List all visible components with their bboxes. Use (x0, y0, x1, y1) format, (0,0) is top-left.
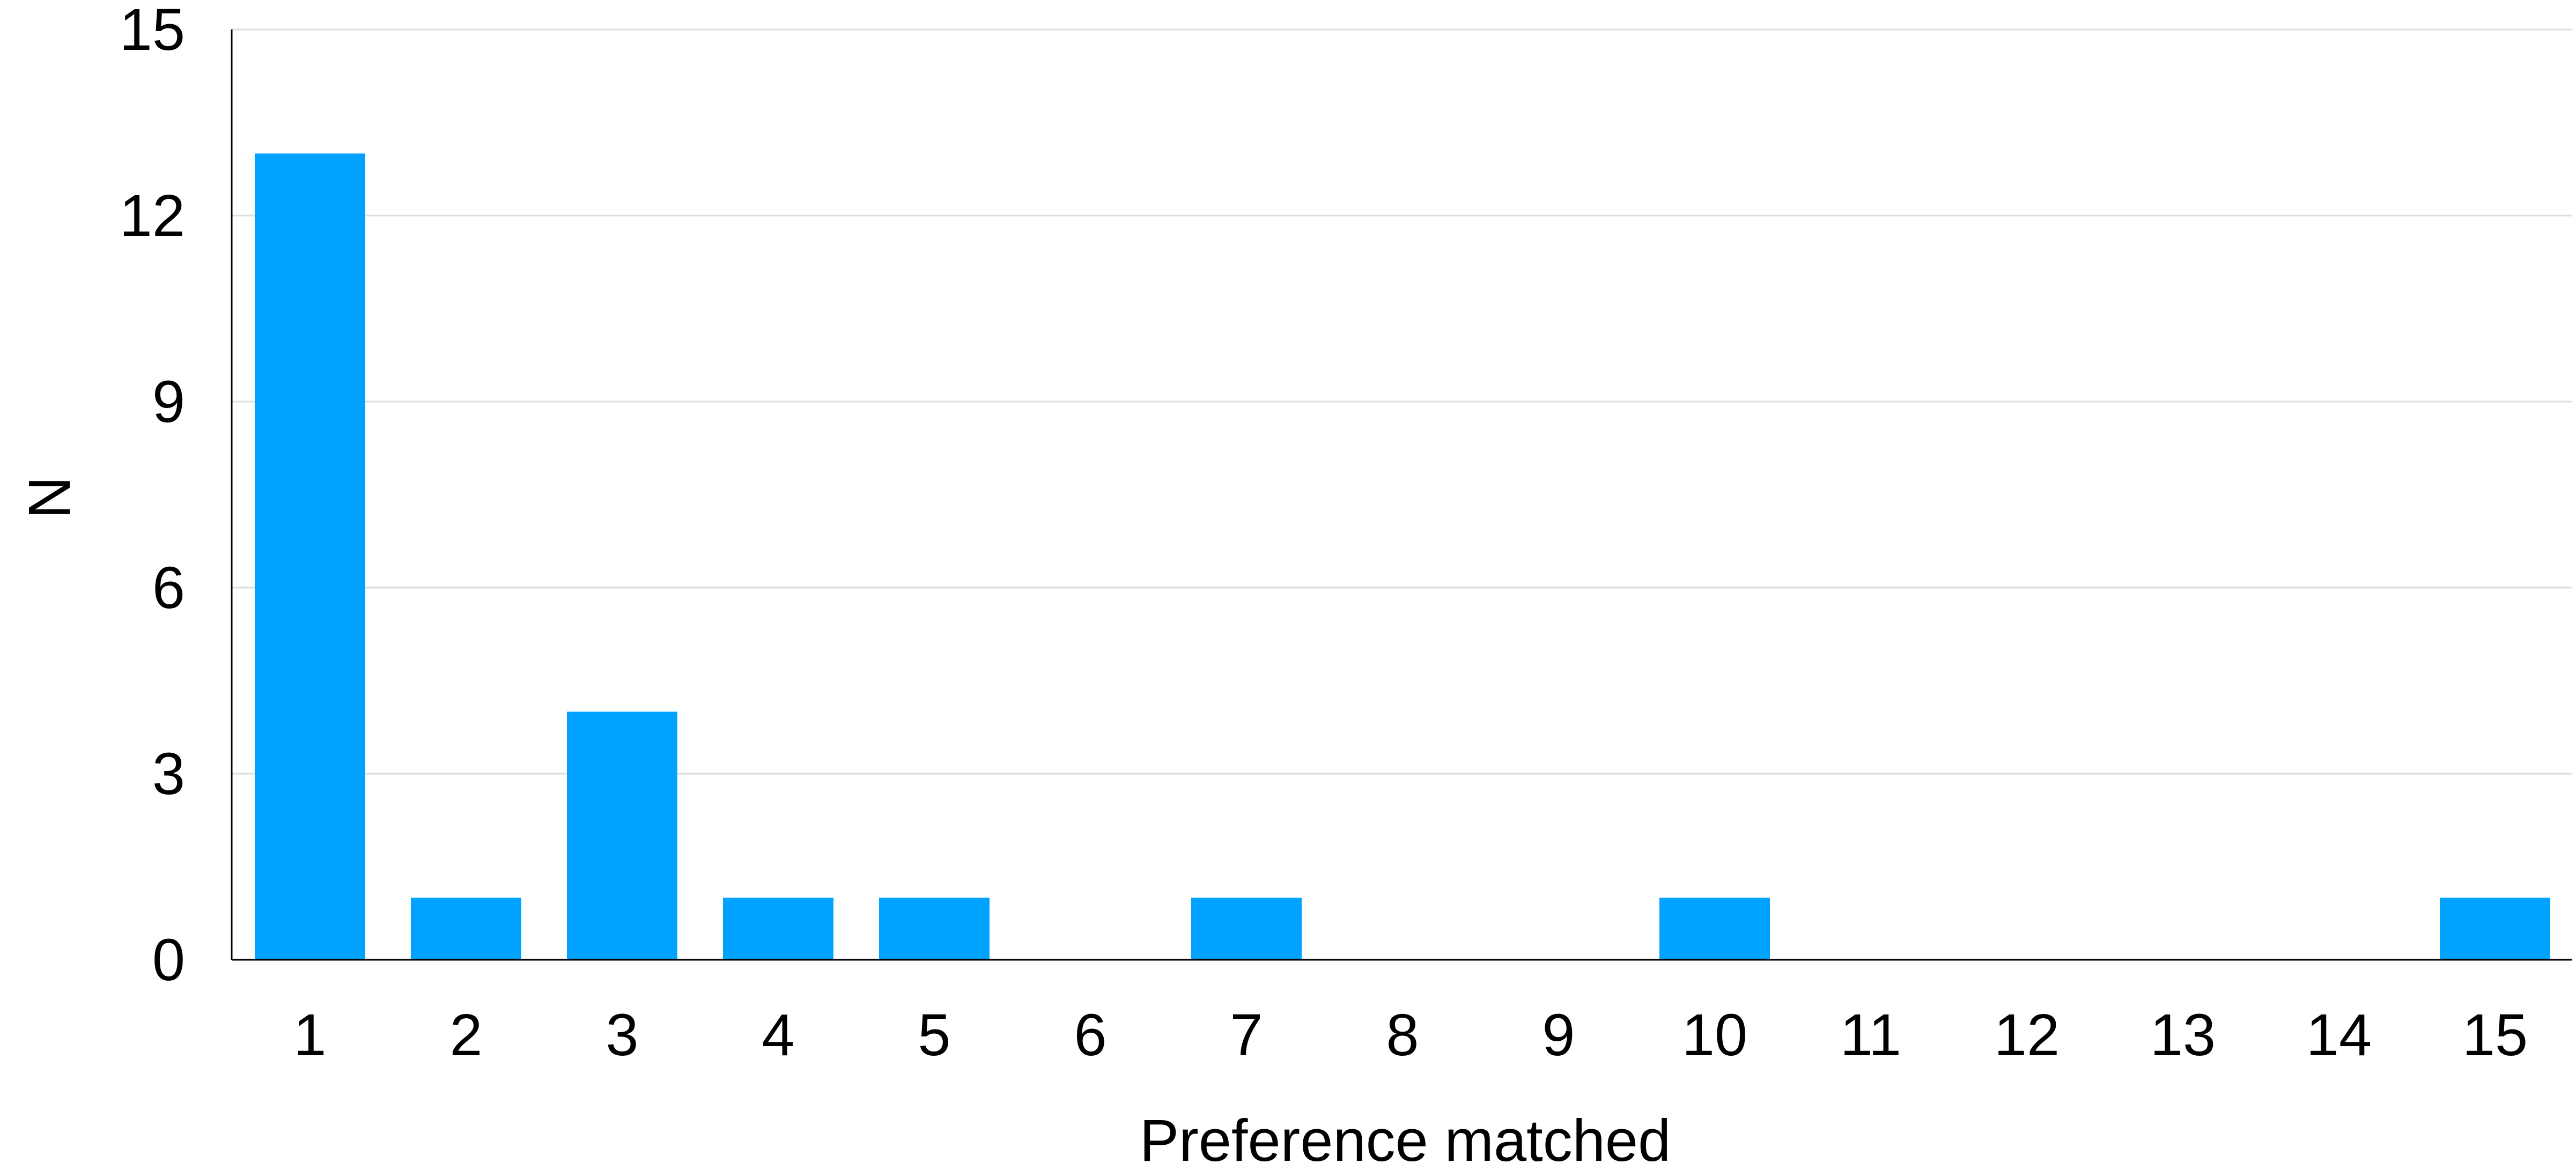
bar-1 (255, 153, 365, 960)
y-tick-label: 6 (152, 555, 185, 621)
x-tick-label: 11 (1840, 1002, 1901, 1068)
x-tick-label: 5 (918, 1002, 950, 1068)
x-tick-label: 13 (2150, 1002, 2216, 1068)
x-tick-label: 2 (449, 1002, 482, 1068)
bar-2 (411, 898, 521, 960)
bar-7 (1191, 898, 1302, 960)
y-tick-label: 9 (152, 369, 185, 435)
axes (231, 29, 2572, 961)
x-tick-label: 1 (293, 1002, 326, 1068)
y-tick-label: 15 (120, 0, 185, 63)
y-axis-title: N (17, 476, 83, 518)
y-tick-label: 12 (120, 183, 185, 249)
x-tick-label: 9 (1542, 1002, 1575, 1068)
x-axis-title: Preference matched (1140, 1108, 1671, 1163)
x-tick-labels: 1 2 3 4 5 6 7 8 9 10 11 12 13 14 15 (293, 1002, 2528, 1068)
bar-15 (2440, 898, 2550, 960)
x-tick-label: 7 (1230, 1002, 1263, 1068)
y-tick-label: 3 (152, 741, 185, 807)
bar-3 (567, 712, 677, 960)
x-tick-label: 10 (1682, 1002, 1747, 1068)
x-tick-label: 8 (1386, 1002, 1419, 1068)
x-tick-label: 15 (2462, 1002, 2528, 1068)
bar-4 (723, 898, 833, 960)
bar-5 (879, 898, 990, 960)
y-tick-label: 0 (152, 927, 185, 993)
grid-lines (232, 28, 2572, 775)
x-tick-label: 6 (1074, 1002, 1106, 1068)
bar-10 (1659, 898, 1770, 960)
x-tick-label: 3 (606, 1002, 638, 1068)
x-tick-label: 4 (762, 1002, 794, 1068)
x-tick-label: 12 (1994, 1002, 2060, 1068)
y-tick-labels: 0 3 6 9 12 15 (120, 0, 185, 993)
x-tick-label: 14 (2306, 1002, 2372, 1068)
bars (255, 153, 2550, 960)
